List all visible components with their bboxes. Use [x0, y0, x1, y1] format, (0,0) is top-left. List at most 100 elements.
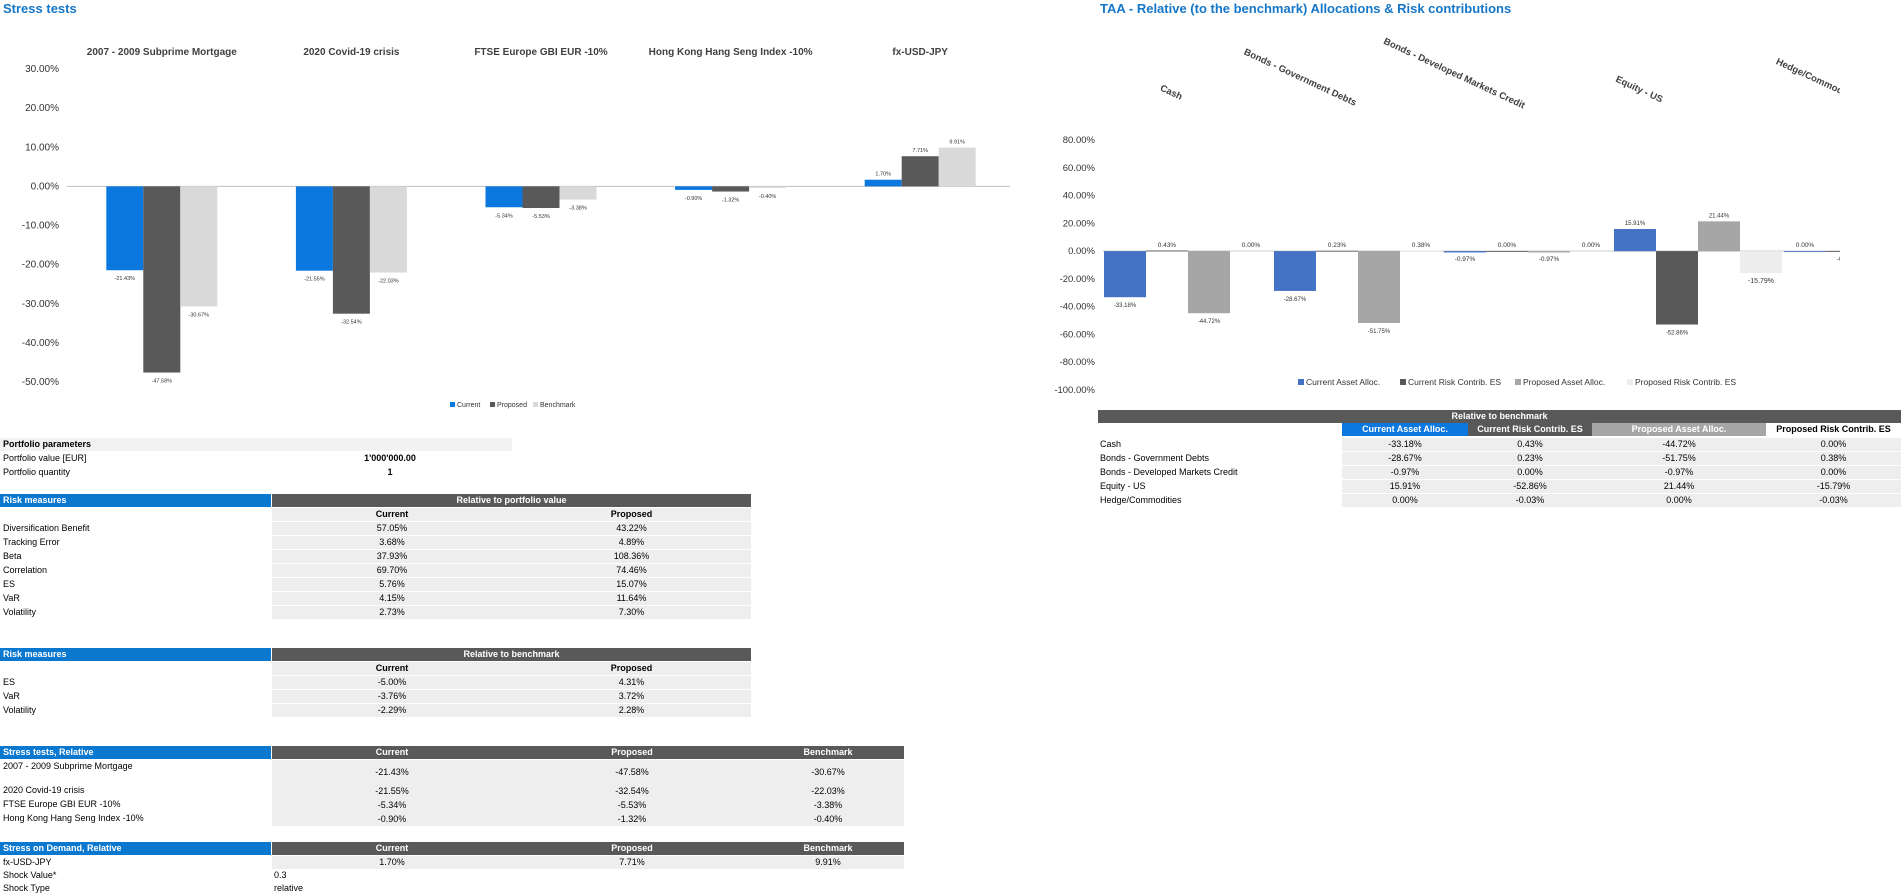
portfolio-value-row: Portfolio value [EUR] 1'000'000.00	[0, 452, 512, 465]
risk2-col-proposed: Proposed	[512, 662, 751, 675]
bar-current-risk-contrib-es	[1146, 250, 1188, 252]
taa-col-current-risk: Current Risk Contrib. ES	[1468, 423, 1592, 436]
value-current: 2.73%	[272, 606, 512, 619]
risk1-col-proposed: Proposed	[512, 508, 751, 521]
stress-tests-chart: 30.00% 20.00% 10.00% 0.00% -10.00% -20.00% -30…	[22, 47, 1010, 409]
taa-col-proposed-alloc: Proposed Asset Alloc.	[1592, 423, 1766, 436]
y-tick-label: -100.00%	[1054, 385, 1095, 396]
y-tick-label: -80.00%	[1060, 357, 1096, 368]
table-row: Correlation 69.70% 74.46%	[0, 564, 751, 577]
row-label: Hedge/Commodities	[1100, 495, 1182, 505]
table-row: Equity - US 15.91% -52.86% 21.44% -15.79%	[1098, 480, 1901, 493]
row-label: VaR	[3, 691, 20, 701]
legend-label: Proposed Risk Contrib. ES	[1635, 377, 1736, 387]
taa-col-proposed-risk: Proposed Risk Contrib. ES	[1776, 424, 1891, 434]
y-tick-label: -20.00%	[1060, 274, 1096, 285]
taa-table: Relative to benchmark Current Asset Allo…	[1098, 410, 1901, 510]
value-current: 3.68%	[272, 536, 512, 549]
stress-rel-col-benchmark: Benchmark	[752, 746, 904, 759]
data-label: -0.40%	[759, 194, 777, 200]
bar-proposed-risk-contrib-es	[1740, 251, 1782, 274]
stress-rel-title: Stress tests, Relative	[0, 746, 271, 759]
shock-type-row: Shock Type relative	[0, 882, 904, 895]
row-label: FTSE Europe GBI EUR -10%	[3, 799, 121, 809]
row-label: 2020 Covid-19 crisis	[3, 785, 85, 795]
bar-proposed-asset-alloc-	[1528, 251, 1570, 253]
taa-value: 0.00%	[1766, 466, 1901, 479]
data-label: -47.58%	[152, 379, 173, 385]
taa-col-current-alloc: Current Asset Alloc.	[1342, 423, 1468, 436]
y-tick-label: 20.00%	[1063, 218, 1096, 229]
bar-current-risk-contrib-es	[1316, 250, 1358, 252]
bar-current-risk-contrib-es	[1486, 251, 1528, 252]
bar-proposed	[332, 186, 370, 314]
category-label: Hedge/Commodities	[1774, 56, 1840, 105]
data-label: -5.53%	[532, 214, 550, 220]
taa-value: 0.00%	[1468, 466, 1592, 479]
table-row: Hedge/Commodities 0.00% -0.03% 0.00% -0.03%	[1098, 494, 1901, 507]
portfolio-quantity: 1	[387, 467, 393, 477]
portfolio-parameters-title: Portfolio parameters	[0, 438, 512, 451]
bar-current-risk-contrib-es	[1656, 251, 1698, 325]
legend-label: Proposed Asset Alloc.	[1523, 377, 1605, 387]
taa-value: 15.91%	[1342, 480, 1468, 493]
data-label: 21.44%	[1709, 213, 1730, 219]
bar-current	[675, 186, 713, 190]
data-label: -5.34%	[495, 213, 513, 219]
taa-value: -52.86%	[1468, 480, 1592, 493]
table-row: 2020 Covid-19 crisis -21.55% -32.54% -22.03…	[0, 784, 904, 798]
data-label: -1.32%	[722, 198, 740, 204]
value-current: 5.76%	[272, 578, 512, 591]
y-tick-label: -30.00%	[22, 299, 59, 310]
demand-row: fx-USD-JPY 1.70% 7.71% 9.91%	[0, 856, 904, 869]
taa-value: -0.97%	[1592, 466, 1766, 479]
value-proposed: 7.30%	[512, 606, 751, 619]
data-label: 0.23%	[1328, 242, 1347, 249]
table-row: Bonds - Developed Markets Credit -0.97% 0.…	[1098, 466, 1901, 479]
legend-swatch	[1298, 379, 1304, 385]
demand-current: 1.70%	[272, 856, 512, 869]
data-label: 0.00%	[1796, 242, 1815, 249]
value-proposed: 3.72%	[512, 690, 751, 703]
taa-chart: 80.00% 60.00% 40.00% 20.00% 0.00% -20.00% -40.…	[1054, 36, 1840, 396]
data-label: -33.18%	[1114, 303, 1137, 309]
data-label: 9.91%	[949, 140, 965, 146]
taa-value: -51.75%	[1592, 452, 1766, 465]
shock-type[interactable]: relative	[274, 883, 304, 893]
stress-rel-col-current: Current	[272, 746, 512, 759]
table-row: Beta 37.93% 108.36%	[0, 550, 751, 563]
data-label: -0.90%	[685, 196, 703, 202]
row-label: VaR	[3, 593, 20, 603]
value-proposed: -5.53%	[512, 798, 752, 812]
y-tick-label: -40.00%	[1060, 302, 1096, 313]
value-current: 37.93%	[272, 550, 512, 563]
value-proposed: 43.22%	[512, 522, 751, 535]
y-tick-label: 60.00%	[1063, 163, 1096, 174]
table-row: FTSE Europe GBI EUR -10% -5.34% -5.53% -3.3…	[0, 798, 904, 812]
stress-tests-title: Stress tests	[3, 1, 77, 16]
risk1-title: Risk measures	[0, 494, 271, 507]
category-label: Bonds - Developed Markets Credit	[1382, 36, 1528, 112]
row-label: 2007 - 2009 Subprime Mortgage	[3, 761, 133, 771]
row-label: Hong Kong Hang Seng Index -10%	[3, 813, 144, 823]
bar-current-risk-contrib-es	[1826, 251, 1840, 252]
bar-current	[485, 186, 523, 208]
bar-proposed-risk-contrib-es	[1230, 251, 1272, 252]
taa-value: 0.00%	[1766, 438, 1901, 451]
data-label: 7.71%	[912, 148, 928, 154]
demand-title: Stress on Demand, Relative	[0, 842, 271, 855]
bar-proposed-asset-alloc-	[1188, 251, 1230, 314]
shock-value[interactable]: 0.3	[274, 870, 287, 880]
demand-col-proposed: Proposed	[512, 842, 752, 855]
risk-measures-portfolio-table: Risk measures Relative to portfolio valu…	[0, 494, 751, 624]
table-row: Volatility 2.73% 7.30%	[0, 606, 751, 619]
row-label: Bonds - Government Debts	[1100, 453, 1210, 463]
data-label: -51.75%	[1368, 329, 1391, 335]
y-tick-label: 30.00%	[25, 64, 59, 75]
row-label: ES	[3, 677, 16, 687]
taa-value: -0.03%	[1468, 494, 1592, 507]
y-tick-label: -40.00%	[22, 338, 59, 349]
table-row: Volatility -2.29% 2.28%	[0, 704, 751, 717]
value-current: 69.70%	[272, 564, 512, 577]
table-row: 2007 - 2009 Subprime Mortgage -21.43% -47.…	[0, 760, 904, 784]
